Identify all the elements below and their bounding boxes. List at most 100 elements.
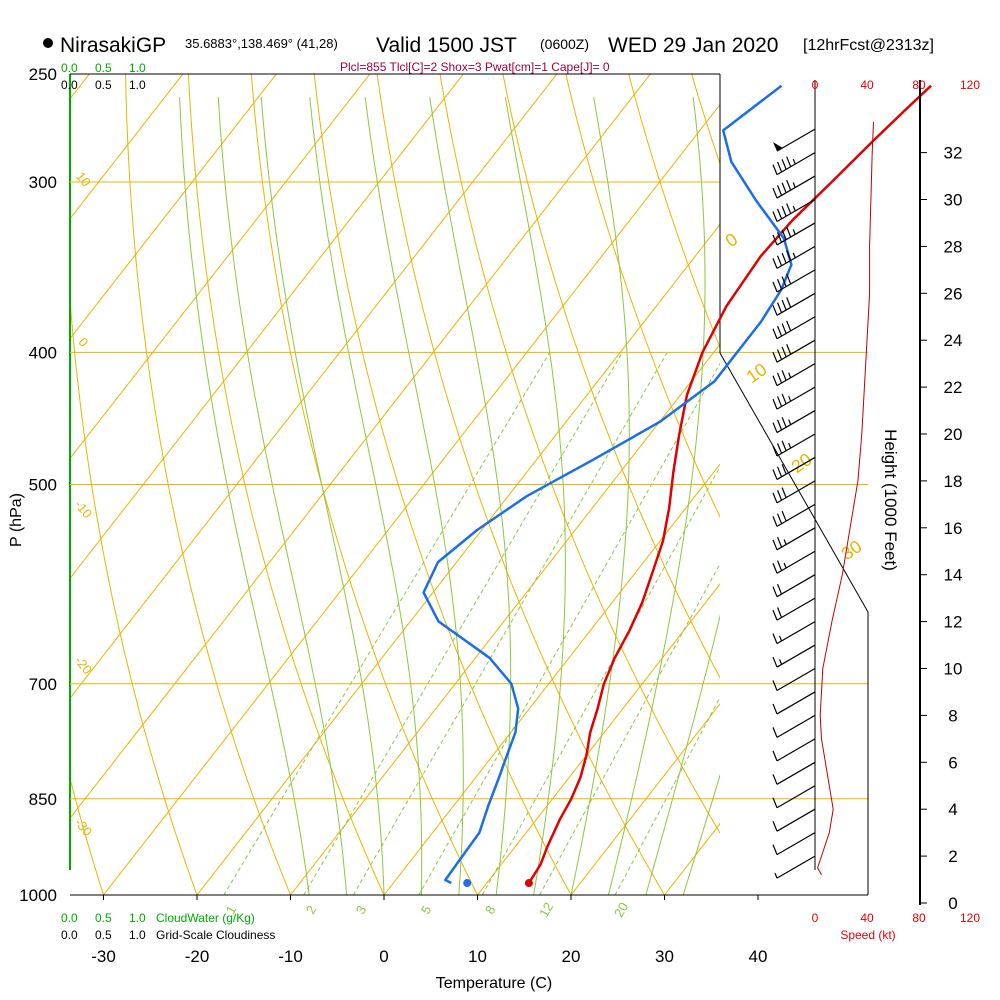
temperature-profile [527, 84, 932, 884]
wind-barb-full [781, 276, 787, 287]
wind-barb-staff [776, 761, 816, 785]
x-tick-label: -10 [278, 947, 303, 966]
wind-barb-full [777, 302, 783, 313]
dry-adiabat [628, 74, 720, 349]
height-tick-label: 0 [948, 894, 957, 913]
cloudiness-tick: 0.5 [95, 78, 112, 92]
cloud-water-scale-top: 0.0 0.5 1.0 [61, 61, 146, 75]
dry-adiabat-label: -10 [72, 497, 96, 521]
wind-barb-full [772, 187, 778, 199]
cloud-water-tick: 0.0 [61, 911, 78, 925]
cloud-water-tick: 0.5 [95, 911, 112, 925]
speed-profile [817, 122, 874, 876]
wind-barb-full [786, 179, 792, 191]
wind-barb [772, 363, 816, 387]
wind-barb [772, 738, 816, 762]
isotherm [70, 74, 184, 220]
wind-barb [772, 152, 816, 176]
cloud-water-tick: 1.0 [129, 61, 146, 75]
height-tick-label: 16 [944, 519, 963, 538]
wind-barb [772, 339, 816, 363]
moist-adiabat [309, 97, 423, 895]
wind-barb-staff [776, 527, 816, 551]
x-tick-label: -30 [91, 947, 116, 966]
cloud-water-tick: 0.5 [95, 61, 112, 75]
valid-time: Valid 1500 JST [376, 34, 517, 57]
wind-barb [772, 644, 816, 668]
moist-adiabat [217, 97, 348, 895]
wind-barb [772, 456, 816, 480]
height-tick-label: 22 [944, 378, 963, 397]
wind-barb-pennant [773, 142, 783, 152]
moist-adiabat [682, 773, 720, 895]
wind-barb-full [772, 586, 778, 597]
mixing-ratio-line [614, 696, 720, 895]
wind-barb-half [792, 158, 796, 165]
isotherm [102, 103, 720, 895]
pressure-tick-label: 1000 [19, 886, 57, 905]
dry-adiabat [70, 293, 198, 895]
isotherm [570, 703, 720, 895]
isotherm [0, 0, 99, 924]
wind-barb-staff [776, 550, 816, 574]
wind-barb-staff [776, 316, 816, 340]
dry-adiabat-label: -30 [72, 815, 96, 839]
mixing-ratio-label: 12 [536, 900, 556, 920]
wind-barb-full [772, 633, 778, 644]
wind-barb-full [777, 349, 783, 360]
height-tick-label: 4 [948, 800, 957, 819]
pressure-tick-label: 700 [29, 675, 57, 694]
wind-barb-staff [776, 245, 816, 269]
wind-barb-staff [776, 503, 816, 527]
wind-barb [772, 316, 816, 340]
wind-barb-full [777, 208, 783, 220]
mixing-ratio-label: 2 [303, 903, 320, 917]
mixing-ratio-label: 20 [611, 900, 631, 920]
wind-barb-full [772, 469, 778, 480]
wind-barb-full [772, 727, 778, 738]
wind-barb [772, 761, 816, 785]
height-tick-label: 28 [944, 237, 963, 256]
x-tick-label: 30 [655, 947, 674, 966]
wind-barb-full [772, 703, 778, 715]
wind-barb-staff [776, 339, 816, 363]
wind-barb-full [772, 234, 778, 246]
wind-barb-full [777, 232, 783, 243]
x-tick-label: -20 [185, 947, 210, 966]
speed-scale-bottom: 0 40 80 120 Speed (kt) [812, 911, 981, 942]
mixing-ratio-label: 5 [418, 903, 435, 917]
dry-adiabat [187, 74, 385, 895]
wind-barb [773, 128, 816, 152]
wind-barb-half [774, 872, 778, 879]
wind-barb-staff [776, 597, 816, 621]
pressure-tick-label: 250 [29, 65, 57, 84]
moist-adiabat [607, 97, 706, 895]
dry-adiabat-label: 10 [73, 169, 94, 190]
wind-barb [772, 433, 816, 457]
wind-barb-staff [776, 222, 816, 246]
wind-barb-half [792, 205, 796, 212]
height-tick-label: 2 [948, 847, 957, 866]
isotherm [476, 583, 720, 895]
cloudiness-scale-top: 0.0 0.5 1.0 [61, 78, 146, 92]
wind-barb-full [772, 750, 778, 762]
wind-barb [772, 574, 816, 598]
dry-adiabat-label: -20 [72, 653, 96, 677]
wind-barb [772, 597, 816, 621]
moist-adiabat-label: 0 [722, 229, 742, 251]
wind-barb-full [772, 351, 778, 363]
isotherm [196, 223, 720, 895]
wind-barb-half [788, 372, 792, 378]
wind-barb-staff [776, 855, 816, 879]
wind-barb-half [788, 395, 792, 402]
wind-barb-full [777, 278, 783, 290]
moist-adiabat-label: 20 [788, 449, 816, 477]
wind-barb-full [777, 396, 783, 407]
wind-barb-staff [776, 574, 816, 598]
wind-barb-full [777, 372, 783, 384]
wind-barb-staff [776, 152, 816, 176]
mixing-ratio-line [223, 352, 551, 895]
wind-barb-staff [776, 198, 816, 223]
wind-barb [772, 808, 816, 832]
